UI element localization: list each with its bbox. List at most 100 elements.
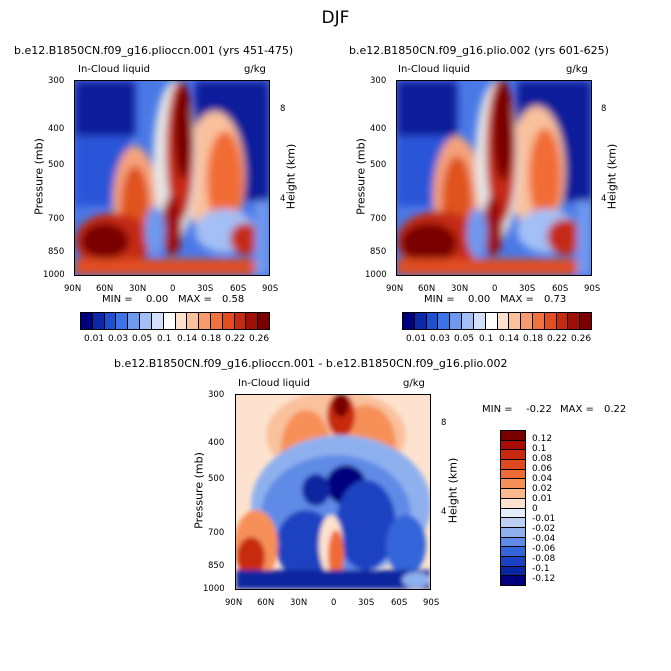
panel3-xtick-0: 0 [331,598,337,608]
panel2-xtick-0: 0 [492,284,498,294]
panel2-cb-label-0.22: 0.22 [547,334,568,344]
panel3-colorbar-swatch-8 [501,508,525,519]
panel2-cb-label-0.05: 0.05 [454,334,475,344]
panel2-cb-label-0.1: 0.1 [479,334,494,344]
panel3-xtick-30n: 30N [290,598,308,608]
panel3-colorbar-swatch-13 [501,556,525,567]
panel3-min-label: MIN = [482,404,513,415]
panel2-y2tick-4: 4 [601,194,607,204]
panel2-max-value: 0.73 [544,294,567,305]
figure-title: DJF [321,8,350,28]
panel1-cb-label-0.1: 0.1 [157,334,172,344]
panel1-colorbar [80,312,270,330]
panel2-xtick-60s: 60S [552,284,569,294]
panel2-title: b.e12.B1850CN.f09_g16.plio.002 (yrs 601-… [349,44,609,57]
panel1-colorbar-swatch-3 [116,313,129,329]
panel3-xtick-60n: 60N [257,598,275,608]
panel3-ytick-1000: 1000 [203,584,225,594]
panel1-colorbar-swatch-10 [199,313,211,329]
panel3-min-value: -0.22 [526,404,552,415]
panel1-colorbar-swatch-14 [246,313,259,329]
panel2-colorbar-swatch-11 [532,313,545,329]
panel3-cb-label-neg0.04: -0.04 [532,534,556,544]
panel2-colorbar-swatch-12 [544,313,557,329]
panel2-y2-axis-label: Height (km) [605,143,619,210]
panel2-colorbar-swatch-8 [497,313,510,329]
panel3-cb-label-neg0.02: -0.02 [532,524,556,534]
panel2-colorbar-swatch-4 [450,313,463,329]
panel1-cb-label-0.05: 0.05 [132,334,153,344]
panel1-cb-label-0.03: 0.03 [108,334,129,344]
panel3-ytick-400: 400 [208,438,225,448]
panel1-cb-label-0.26: 0.26 [249,334,270,344]
panel3-cb-label-0: 0 [532,504,538,514]
panel1-xtick-30n: 30N [129,284,147,294]
panel1-colorbar-swatch-6 [151,313,164,329]
panel1-max-value: 0.58 [222,294,245,305]
panel3-title: b.e12.B1850CN.f09_g16.plioccn.001 - b.e1… [114,357,508,370]
panel1-cb-label-0.22: 0.22 [225,334,246,344]
panel3-cb-label-0.12: 0.12 [532,434,553,444]
panel1-colorbar-swatch-2 [104,313,117,329]
panel1-colorbar-swatch-4 [128,313,141,329]
panel1-y-axis-label: Pressure (mb) [32,138,46,215]
panel2-colorbar-swatch-3 [438,313,451,329]
panel1-ytick-1000: 1000 [43,270,65,280]
panel3-cb-label-neg0.06: -0.06 [532,544,556,554]
panel3-y-axis-label: Pressure (mb) [192,452,206,529]
panel1-variable: In-Cloud liquid [78,64,151,75]
panel1-xtick-60n: 60N [96,284,114,294]
panel3-colorbar-swatch-4 [501,469,525,480]
panel3-colorbar-swatch-15 [501,576,525,585]
panel2-colorbar-swatch-6 [473,313,486,329]
panel3-units: g/kg [403,378,425,389]
panel3-y2tick-4: 4 [441,507,447,517]
panel1-xtick-90n: 90N [64,284,82,294]
panel3-cb-label-neg0.1: -0.1 [532,564,550,574]
panel3-y2-axis-label: Height (km) [446,457,460,524]
panel1-y2tick-4: 4 [280,194,286,204]
panel2-colorbar-swatch-9 [509,313,522,329]
panel1-cb-label-0.14: 0.14 [177,334,198,344]
panel2-ytick-400: 400 [370,124,387,134]
panel1-max-label: MAX = [178,294,212,305]
panel1-ytick-300: 300 [48,76,65,86]
panel2-colorbar-swatch-14 [568,313,581,329]
panel3-ytick-300: 300 [208,390,225,400]
panel1-colorbar-swatch-0 [81,313,93,329]
panel1-ytick-400: 400 [48,124,65,134]
panel2-max-label: MAX = [500,294,534,305]
panel2-colorbar-swatch-1 [414,313,427,329]
panel1-xtick-30s: 30S [197,284,214,294]
panel1-xtick-60s: 60S [230,284,247,294]
panel2-colorbar-swatch-10 [521,313,533,329]
panel2-y-axis-label: Pressure (mb) [354,138,368,215]
panel2-ytick-500: 500 [370,160,387,170]
panel3-ytick-700: 700 [208,528,225,538]
panel2-min-label: MIN = [424,294,455,305]
panel1-contour-plot [74,80,270,276]
panel3-contour-plot [235,394,431,590]
panel3-cb-label-0.01: 0.01 [532,494,553,504]
panel3-xtick-90s: 90S [423,598,440,608]
panel1-min-value: 0.00 [146,294,169,305]
panel2-colorbar-swatch-13 [556,313,569,329]
panel3-colorbar-swatch-12 [501,547,525,557]
panel3-colorbar-swatch-7 [501,498,525,509]
panel3-ytick-500: 500 [208,474,225,484]
panel3-cb-label-0.04: 0.04 [532,474,553,484]
panel3-colorbar-swatch-5 [501,479,525,490]
panel3-cb-label-neg0.08: -0.08 [532,554,556,564]
panel3-cb-label-0.06: 0.06 [532,464,553,474]
panel2-xtick-30s: 30S [519,284,536,294]
panel3-cb-label-0.08: 0.08 [532,454,553,464]
panel2-ytick-300: 300 [370,76,387,86]
panel2-cb-label-0.26: 0.26 [571,334,592,344]
panel2-units: g/kg [566,64,588,75]
panel1-colorbar-swatch-12 [222,313,235,329]
panel3-colorbar-swatch-9 [501,518,525,528]
panel1-y2-axis-label: Height (km) [284,143,298,210]
panel3-max-label: MAX = [560,404,594,415]
panel3-cb-label-neg0.01: -0.01 [532,514,556,524]
panel1-xtick-90s: 90S [262,284,279,294]
